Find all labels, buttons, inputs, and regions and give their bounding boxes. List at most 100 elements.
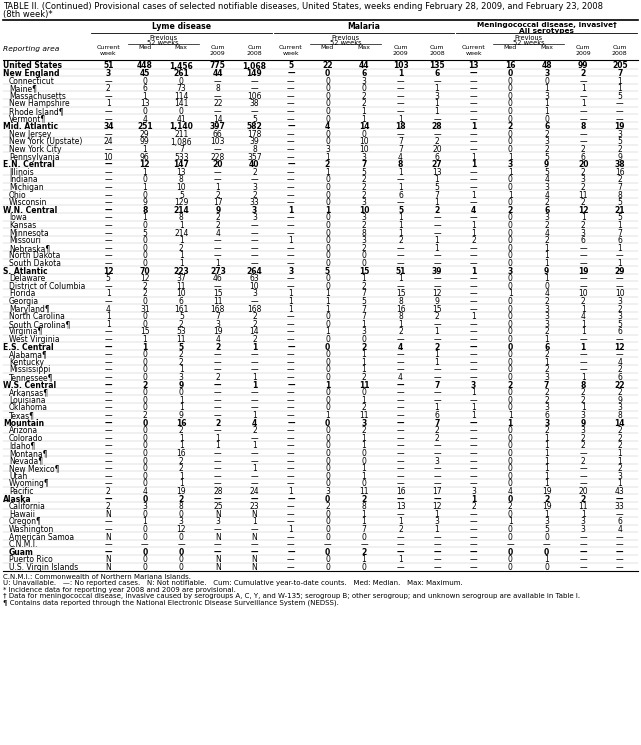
Text: —: — bbox=[470, 366, 478, 375]
Text: 34: 34 bbox=[103, 122, 113, 131]
Text: 1: 1 bbox=[581, 510, 586, 519]
Text: —: — bbox=[433, 335, 441, 344]
Text: 1: 1 bbox=[544, 556, 549, 565]
Text: —: — bbox=[616, 274, 624, 283]
Text: —: — bbox=[104, 168, 112, 177]
Text: —: — bbox=[470, 214, 478, 223]
Text: 0: 0 bbox=[325, 556, 330, 565]
Text: 25: 25 bbox=[213, 502, 222, 511]
Text: 10: 10 bbox=[176, 290, 186, 299]
Text: 2: 2 bbox=[544, 236, 549, 245]
Text: 1: 1 bbox=[398, 320, 403, 329]
Text: Iowa: Iowa bbox=[9, 214, 27, 223]
Text: 3: 3 bbox=[617, 312, 622, 321]
Text: 1: 1 bbox=[106, 100, 111, 109]
Text: 15: 15 bbox=[140, 328, 149, 337]
Text: 211: 211 bbox=[174, 130, 188, 139]
Text: —: — bbox=[470, 290, 478, 299]
Text: 0: 0 bbox=[142, 449, 147, 458]
Text: 14: 14 bbox=[213, 115, 222, 124]
Text: * Incidence data for reporting year 2008 and 2009 are provisional.: * Incidence data for reporting year 2008… bbox=[3, 587, 236, 593]
Text: 0: 0 bbox=[362, 130, 367, 139]
Text: 1: 1 bbox=[362, 434, 367, 443]
Text: —: — bbox=[397, 464, 404, 473]
Text: —: — bbox=[287, 563, 295, 572]
Text: 3: 3 bbox=[581, 411, 586, 420]
Text: 3: 3 bbox=[252, 214, 257, 223]
Text: 1: 1 bbox=[435, 350, 440, 359]
Text: —: — bbox=[579, 464, 587, 473]
Text: Mid. Atlantic: Mid. Atlantic bbox=[3, 122, 58, 131]
Text: 3: 3 bbox=[252, 206, 257, 215]
Text: N: N bbox=[251, 556, 257, 565]
Text: 5: 5 bbox=[617, 92, 622, 101]
Text: —: — bbox=[579, 540, 587, 549]
Text: 8: 8 bbox=[142, 206, 147, 215]
Text: 2: 2 bbox=[179, 495, 184, 504]
Text: 0: 0 bbox=[142, 442, 147, 451]
Text: Arizona: Arizona bbox=[9, 426, 38, 435]
Text: 3: 3 bbox=[362, 153, 367, 162]
Text: 12: 12 bbox=[103, 267, 113, 276]
Text: 1: 1 bbox=[142, 92, 147, 101]
Text: Vermont¶: Vermont¶ bbox=[9, 115, 46, 124]
Text: 19: 19 bbox=[542, 502, 551, 511]
Text: 0: 0 bbox=[508, 77, 513, 86]
Text: 11: 11 bbox=[578, 502, 588, 511]
Text: 0: 0 bbox=[325, 419, 330, 428]
Text: —: — bbox=[579, 563, 587, 572]
Text: 8: 8 bbox=[179, 176, 184, 185]
Text: 7: 7 bbox=[362, 160, 367, 169]
Text: —: — bbox=[579, 480, 587, 489]
Text: 0: 0 bbox=[179, 388, 184, 397]
Text: —: — bbox=[397, 259, 404, 268]
Text: 6: 6 bbox=[617, 518, 622, 527]
Text: 2: 2 bbox=[544, 350, 549, 359]
Text: —: — bbox=[104, 350, 112, 359]
Text: —: — bbox=[287, 145, 295, 154]
Text: 9: 9 bbox=[142, 198, 147, 207]
Text: —: — bbox=[579, 274, 587, 283]
Text: 2: 2 bbox=[581, 198, 586, 207]
Text: W.S. Central: W.S. Central bbox=[3, 381, 56, 390]
Text: 0: 0 bbox=[508, 130, 513, 139]
Text: 0: 0 bbox=[325, 92, 330, 101]
Text: 9: 9 bbox=[617, 396, 622, 405]
Text: —: — bbox=[397, 510, 404, 519]
Text: —: — bbox=[397, 350, 404, 359]
Text: —: — bbox=[433, 449, 441, 458]
Text: 17: 17 bbox=[213, 198, 222, 207]
Text: N: N bbox=[251, 533, 257, 542]
Text: 3: 3 bbox=[508, 267, 513, 276]
Text: —: — bbox=[470, 198, 478, 207]
Text: 1: 1 bbox=[325, 328, 330, 337]
Text: 1: 1 bbox=[362, 274, 367, 283]
Text: —: — bbox=[470, 373, 478, 382]
Text: 22: 22 bbox=[213, 100, 222, 109]
Text: 6: 6 bbox=[398, 191, 403, 200]
Text: 1: 1 bbox=[252, 442, 257, 451]
Text: 0: 0 bbox=[508, 366, 513, 375]
Text: —: — bbox=[397, 381, 404, 390]
Text: —: — bbox=[104, 464, 112, 473]
Text: 1: 1 bbox=[398, 229, 403, 238]
Text: 8: 8 bbox=[179, 502, 184, 511]
Text: 40: 40 bbox=[249, 160, 260, 169]
Text: 1: 1 bbox=[398, 518, 403, 527]
Text: 0: 0 bbox=[142, 221, 147, 230]
Text: 7: 7 bbox=[362, 312, 367, 321]
Text: —: — bbox=[104, 419, 112, 428]
Text: 1: 1 bbox=[581, 328, 586, 337]
Text: —: — bbox=[104, 404, 112, 413]
Text: 1: 1 bbox=[288, 290, 294, 299]
Text: 12: 12 bbox=[615, 343, 625, 352]
Text: 4: 4 bbox=[617, 525, 622, 534]
Text: 1: 1 bbox=[471, 404, 476, 413]
Text: —: — bbox=[397, 396, 404, 405]
Text: —: — bbox=[470, 472, 478, 481]
Text: —: — bbox=[397, 533, 404, 542]
Text: 14: 14 bbox=[615, 419, 625, 428]
Text: 5: 5 bbox=[362, 168, 367, 177]
Text: —: — bbox=[104, 396, 112, 405]
Text: —: — bbox=[287, 312, 295, 321]
